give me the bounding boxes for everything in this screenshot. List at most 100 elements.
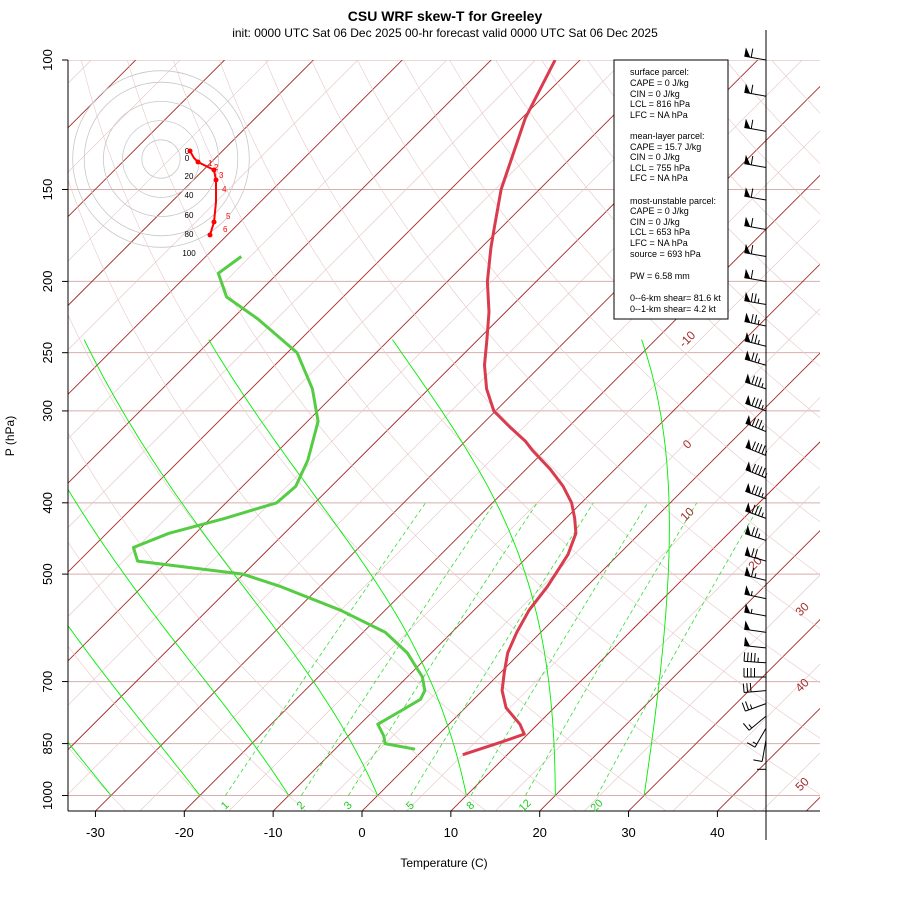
hodograph-height-label: 1 [208,159,213,168]
dry-adiabat [311,60,820,629]
wind-barb [744,636,767,649]
dry-adiabat [68,645,217,811]
chart-subtitle: init: 0000 UTC Sat 06 Dec 2025 00-hr for… [232,26,658,40]
mixing-ratio-line [348,502,538,796]
y-tick-label: 1000 [40,781,55,810]
dry-adiabat [725,60,820,164]
wind-barb-flag [749,682,752,692]
profiles [131,60,578,757]
isotherm-minor-line [761,752,820,811]
wind-barb-flag [751,548,755,558]
wind-barb-flag [753,759,763,762]
wind-barb-pennant [744,268,751,279]
dry-adiabat [173,60,820,795]
y-tick-label: 850 [40,733,55,755]
hodograph-height-label: 5 [226,212,231,221]
isotherm-line [68,60,403,395]
x-tick-label: -10 [264,825,283,840]
x-tick-label: -20 [175,825,194,840]
mu-parcel-line: CAPE = 0 J/kg [630,206,689,216]
mixing-ratio-line [410,502,594,796]
wind-barb-flag [751,463,756,473]
wind-barb-flag [758,444,763,453]
wind-barb [746,727,767,748]
wind-barb [744,566,767,581]
wind-barb-half [761,512,764,518]
wind-barb-shaft [744,277,767,282]
moist-adiabats [68,339,670,796]
parcel-info-frame [613,59,729,320]
hodograph-ring-label: 40 [185,191,194,200]
dry-adiabat [68,314,487,811]
hodograph-height-label: 4 [222,185,227,194]
wind-barb-half [757,298,760,304]
precipitable-water: PW = 6.58 mm [630,271,690,281]
mixing-ratio-line [596,502,762,796]
isotherm-label: -10 [676,328,698,350]
wind-barb-half [750,608,753,614]
wind-barb [745,394,767,412]
y-tick-label: 500 [40,563,55,585]
wind-barb [745,482,767,500]
mean-parcel-header: mean-layer parcel: [630,131,705,141]
wind-barb-pennant [744,243,751,254]
y-tick-label: 400 [40,492,55,514]
wind-barb [743,652,767,664]
wind-barb-flag [751,441,756,451]
wind-barb-flag [750,244,754,254]
wind-barb-pennant [744,332,751,343]
wind-barb-pennant [744,216,751,227]
y-tick-label: 250 [40,342,55,364]
wind-barb-flag [758,420,763,429]
wind-barb-pennant [745,482,751,494]
isotherm-line [68,60,670,662]
wind-barb-half [757,533,761,539]
hodograph-trace [189,150,217,236]
wind-barb-flag [754,505,759,515]
wind-barb-flag [750,333,755,343]
isotherm-line [68,60,315,307]
wind-barb-pennant [744,546,751,557]
wind-barb-flag [742,723,750,731]
isotherm-label: 30 [792,599,812,619]
y-axis-label: P (hPa) [3,416,17,456]
mixing-ratio-lines [225,502,762,796]
wind-barb-flag [754,398,759,408]
wind-barb-shaft [744,225,767,230]
wind-barb-flag [757,377,762,387]
moist-adiabat [68,741,112,796]
hodograph-height-label: 2 [214,163,219,172]
wind-barb-pennant [744,47,751,58]
mu-parcel-line: LFC = NA hPa [630,238,688,248]
isotherm-minor-line [851,26,900,811]
dry-adiabat [68,541,307,811]
isotherm-minor-line [139,130,820,811]
wind-barb-flag [754,652,756,663]
wind-barb-half [761,404,764,410]
wind-barb [744,525,767,541]
wind-barb [744,47,767,61]
mu-parcel-header: most-unstable parcel: [630,196,716,206]
surface-parcel-line: LFC = NA hPa [630,110,688,120]
isotherm-line [805,796,820,811]
wind-barb [742,682,767,693]
mu-parcel-line: CIN = 0 J/kg [630,217,680,227]
wind-barb-pennant [744,291,751,302]
wind-barb-half [761,383,764,388]
wind-barb-flag [750,314,754,324]
wind-barb-half [764,450,768,456]
wind-barb [744,585,767,600]
hodograph-ring-label: 60 [185,211,194,220]
wind-barb [742,715,767,731]
hodograph: 20 40 60 80 100 00 1 23 4 5 6 [72,70,250,258]
wind-barb-half [761,492,764,498]
isotherm-minor-line [317,308,820,811]
chart-title: CSU WRF skew-T for Greeley [348,8,543,24]
isotherm-line [68,60,492,484]
x-tick-label: 40 [710,825,724,840]
wind-barb-shaft [748,715,767,731]
isotherm-line [272,263,820,811]
wind-barb-shaft [744,91,767,97]
wind-barb [757,747,767,770]
wind-barb-flag [754,418,760,428]
